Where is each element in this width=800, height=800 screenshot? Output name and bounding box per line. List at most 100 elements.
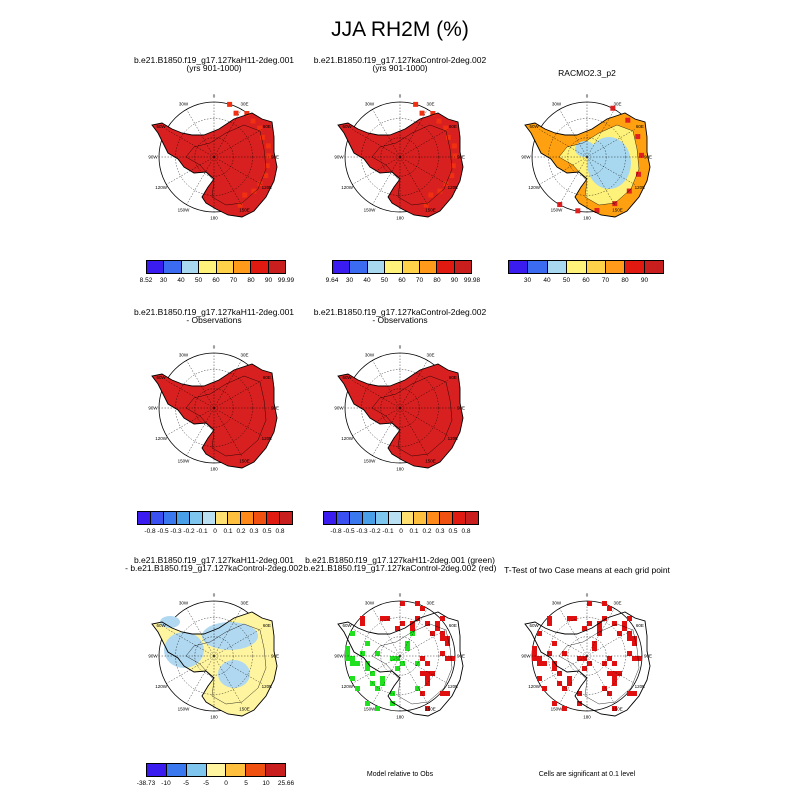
significant-cell [370, 681, 375, 686]
colorbar-cell [454, 261, 471, 273]
longitude-label: 30W [179, 601, 189, 606]
meridian-line [213, 608, 242, 657]
longitude-label: 150E [425, 207, 436, 212]
longitude-label: 120E [262, 185, 273, 190]
significant-cell [572, 616, 577, 621]
longitude-label: 0 [213, 593, 216, 598]
colorbar-cell [349, 512, 363, 524]
longitude-label: 60E [263, 623, 271, 628]
meridian-line [372, 608, 401, 657]
continent-fill [338, 113, 463, 217]
colorbar-cell [254, 512, 268, 524]
panel-title-h11-minus-control: b.e21.B1850.f19_g17.127kaH11-2deg.001 - … [114, 556, 314, 573]
longitude-label: 60W [157, 375, 167, 380]
longitude-label: 180 [583, 715, 591, 720]
map-model-relative: 0 30E 60E 90E 120E 150E 180 150W 120W 90W 60W 30W [334, 593, 465, 720]
longitude-label: 0 [399, 593, 402, 598]
colorbar-label: 0.2 [422, 528, 432, 535]
meridian-line [399, 156, 428, 205]
significant-cell [602, 616, 607, 621]
significant-cell [542, 661, 547, 666]
meridian-line [213, 655, 262, 684]
colorbar-cell [350, 261, 368, 273]
significant-cell [450, 656, 455, 661]
colorbar-label: 0.5 [448, 528, 458, 535]
significant-cell [415, 661, 420, 666]
colorbar-cell [150, 512, 164, 524]
colorbar-cell [644, 261, 663, 273]
colorbar-label: 70 [601, 277, 610, 284]
colorbar-label: 0.5 [262, 528, 272, 535]
coastline [524, 112, 651, 218]
longitude-label: 60E [636, 124, 644, 129]
longitude-label: 120W [155, 436, 168, 441]
significant-cell [617, 631, 622, 636]
coastal-cell [450, 163, 456, 169]
longitude-label: 150E [239, 706, 250, 711]
significant-cell [632, 641, 637, 646]
colorbar-cell [216, 261, 234, 273]
coastal-cell [250, 118, 256, 124]
meridian-line [352, 380, 401, 409]
significant-cell [375, 706, 380, 711]
coastal-cell [452, 153, 458, 159]
meridian-line [586, 655, 615, 704]
significant-cell [532, 651, 537, 656]
colorbar-cell [268, 261, 285, 273]
latitude-circle [548, 118, 626, 196]
colorbar-cells [332, 260, 472, 274]
longitude-label: 30W [365, 102, 375, 107]
longitude-label: 60E [449, 375, 457, 380]
significant-cell [425, 621, 430, 626]
significant-cell [435, 626, 440, 631]
panel-title-line2: (yrs 901-1000) [186, 63, 242, 73]
significant-cell [445, 636, 450, 641]
meridian-line [213, 655, 242, 704]
longitude-label: 120W [155, 185, 168, 190]
colorbar-label: 99.98 [463, 277, 481, 284]
latitude-circle [175, 118, 253, 196]
coastline [151, 363, 278, 469]
significant-cell [425, 661, 430, 666]
colorbar-label: 25.66 [277, 780, 295, 787]
significant-cell [612, 621, 617, 626]
meridian-line [586, 628, 635, 657]
colorbar-label: 5 [244, 780, 248, 787]
significant-cell [607, 671, 612, 676]
significant-cell [617, 671, 622, 676]
panel-title-h11: b.e21.B1850.f19_g17.127kaH11-2deg.001 (y… [114, 56, 314, 73]
longitude-label: 0 [399, 345, 402, 350]
significant-cell [400, 621, 405, 626]
longitude-label: 30E [240, 102, 248, 107]
significant-cell [607, 656, 612, 661]
colorbar-cell [241, 512, 255, 524]
significant-cell [425, 706, 430, 711]
panel-title-line1: RACMO2.3_p2 [558, 68, 616, 78]
colorbar-label: 8.52 [139, 277, 153, 284]
colorbar-cell [466, 512, 479, 524]
significant-cell [542, 686, 547, 691]
coastal-cell [264, 163, 270, 169]
longitude-label: 180 [583, 216, 591, 221]
meridian-line [586, 608, 615, 657]
colorbar-cell [336, 512, 350, 524]
significant-cell [425, 676, 430, 681]
significant-cell [415, 616, 420, 621]
longitude-label: 30E [240, 601, 248, 606]
plateau-fill [575, 141, 595, 157]
colorbar-labels: 30 40 50 60 70 80 90 [508, 274, 664, 286]
longitude-label: 120E [448, 185, 459, 190]
colorbar-cell [437, 261, 455, 273]
coastal-cell [428, 192, 434, 198]
significant-cell [365, 661, 370, 666]
significant-cell [400, 661, 405, 666]
significant-cell [607, 606, 612, 611]
meridian-line [166, 655, 215, 684]
significant-cell [577, 701, 582, 706]
colorbar-label: 0.3 [435, 528, 445, 535]
significant-cell [360, 616, 365, 621]
significant-cell [420, 691, 425, 696]
meridian-line [186, 109, 215, 158]
colorbar-control-minus-obs: -0.8 -0.5 -0.3 -0.2 -0.1 0 0.1 0.2 0.3 0.5 0.8 [323, 511, 479, 537]
longitude-label: 30W [552, 102, 562, 107]
